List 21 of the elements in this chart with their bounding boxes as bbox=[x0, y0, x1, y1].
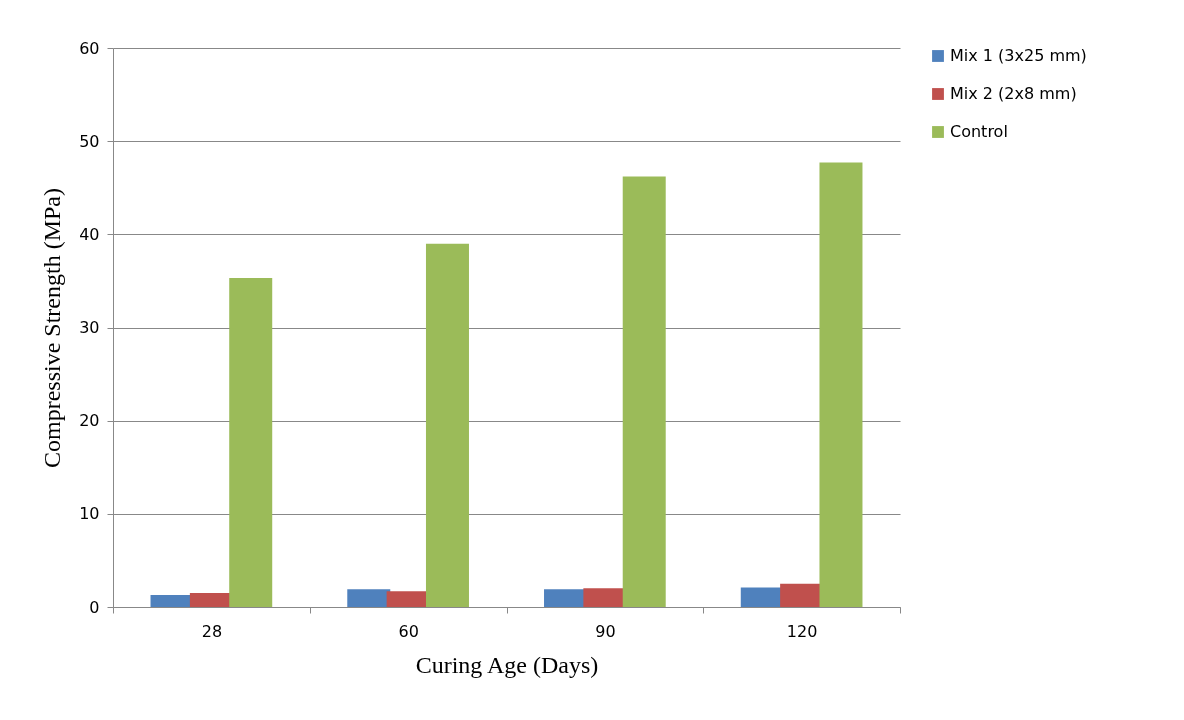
bar bbox=[622, 176, 666, 607]
y-tick-label: 20 bbox=[79, 411, 100, 431]
bar bbox=[819, 162, 863, 607]
x-tick-label: 120 bbox=[786, 621, 818, 641]
y-tick-label: 10 bbox=[79, 504, 100, 524]
y-tick-label: 30 bbox=[79, 318, 100, 337]
y-tick-label: 60 bbox=[79, 38, 100, 58]
bar bbox=[229, 278, 273, 607]
y-tick-label: 50 bbox=[79, 131, 100, 151]
x-tick-label: 28 bbox=[201, 621, 223, 641]
legend-label: Mix 2 (2x8 mm) bbox=[950, 84, 1077, 103]
y-tick-label: 40 bbox=[79, 224, 100, 244]
x-tick-label: 90 bbox=[595, 621, 616, 641]
legend-label: Control bbox=[950, 122, 1008, 141]
y-axis-title: Compressive Strength (MPa) bbox=[39, 188, 66, 468]
y-tick-label: 0 bbox=[89, 597, 100, 617]
legend-label: Mix 1 (3x25 mm) bbox=[950, 46, 1087, 65]
x-tick-label: 60 bbox=[398, 621, 419, 641]
bar bbox=[347, 589, 391, 607]
bar bbox=[425, 243, 469, 607]
x-axis-title: Curing Age (Days) bbox=[415, 651, 599, 678]
